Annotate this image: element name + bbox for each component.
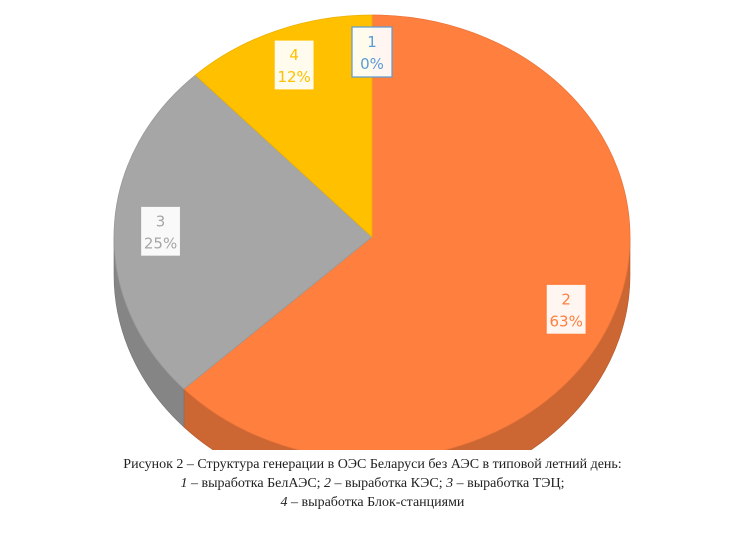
label-category-2: 2	[561, 290, 571, 308]
pie-chart: 10%263%325%412%	[0, 0, 745, 450]
label-category-3: 3	[156, 212, 166, 230]
label-category-4: 4	[289, 46, 299, 64]
figure-caption: Рисунок 2 – Структура генерации в ОЭС Бе…	[0, 455, 745, 512]
caption-line-2: 1 – выработка БелАЭС; 2 – выработка КЭС;…	[0, 474, 745, 493]
label-value-1: 0%	[360, 55, 384, 73]
caption-text-3: – выработка ТЭЦ;	[453, 476, 564, 491]
caption-line-1: Рисунок 2 – Структура генерации в ОЭС Бе…	[0, 455, 745, 474]
label-category-1: 1	[367, 33, 377, 51]
label-group-2: 263%	[546, 284, 586, 334]
caption-text-2: – выработка КЭС;	[331, 476, 446, 491]
caption-num-4: 4	[281, 495, 288, 510]
label-value-3: 25%	[144, 234, 177, 252]
caption-num-2: 2	[324, 476, 331, 491]
label-group-4: 412%	[274, 40, 314, 90]
pie-slices	[114, 15, 630, 450]
label-value-4: 12%	[277, 68, 310, 86]
label-group-3: 325%	[141, 206, 181, 256]
label-group-1: 10%	[352, 27, 392, 77]
caption-text-1: – выработка БелАЭС;	[187, 476, 324, 491]
caption-line-3: 4 – выработка Блок-станциями	[0, 493, 745, 512]
label-value-2: 63%	[549, 312, 582, 330]
caption-text-4: – выработка Блок-станциями	[288, 495, 465, 510]
